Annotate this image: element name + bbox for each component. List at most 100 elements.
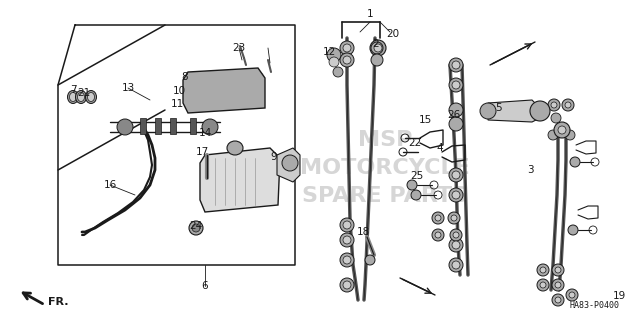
- Text: 3: 3: [527, 165, 533, 175]
- Circle shape: [548, 99, 560, 111]
- Circle shape: [202, 119, 218, 135]
- Polygon shape: [183, 68, 265, 113]
- Text: 8: 8: [182, 72, 188, 82]
- Text: 20: 20: [387, 29, 399, 39]
- Circle shape: [117, 119, 133, 135]
- Circle shape: [374, 44, 382, 52]
- Text: 5: 5: [495, 103, 501, 113]
- Circle shape: [452, 61, 460, 69]
- Circle shape: [343, 256, 351, 264]
- Bar: [170, 118, 176, 134]
- Text: 7: 7: [70, 85, 76, 95]
- Text: 13: 13: [122, 83, 134, 93]
- Circle shape: [551, 102, 557, 108]
- Circle shape: [343, 56, 351, 64]
- Text: 25: 25: [410, 171, 424, 181]
- Polygon shape: [200, 148, 280, 212]
- Circle shape: [548, 130, 558, 140]
- Text: 1: 1: [367, 9, 373, 19]
- Text: 24: 24: [189, 221, 203, 231]
- Circle shape: [449, 117, 463, 131]
- Circle shape: [449, 58, 463, 72]
- Circle shape: [540, 267, 546, 273]
- Circle shape: [343, 281, 351, 289]
- Circle shape: [540, 282, 546, 288]
- Circle shape: [371, 54, 383, 66]
- Circle shape: [370, 40, 386, 56]
- Circle shape: [371, 42, 383, 54]
- Circle shape: [340, 41, 354, 55]
- Text: 2: 2: [372, 39, 380, 49]
- Circle shape: [282, 155, 298, 171]
- Text: 26: 26: [447, 110, 461, 120]
- Text: 18: 18: [356, 227, 370, 237]
- Circle shape: [566, 289, 578, 301]
- Text: 9: 9: [271, 152, 277, 162]
- Circle shape: [452, 191, 460, 199]
- Polygon shape: [488, 100, 540, 122]
- Text: FR.: FR.: [48, 297, 68, 307]
- Circle shape: [448, 212, 460, 224]
- Circle shape: [552, 294, 564, 306]
- Circle shape: [329, 57, 339, 67]
- Bar: [155, 118, 161, 134]
- Circle shape: [452, 261, 460, 269]
- Circle shape: [432, 212, 444, 224]
- Circle shape: [555, 267, 561, 273]
- Text: 23: 23: [232, 43, 246, 53]
- Circle shape: [552, 279, 564, 291]
- Circle shape: [333, 67, 343, 77]
- Bar: [190, 118, 196, 134]
- Text: 14: 14: [198, 128, 212, 138]
- Text: 17: 17: [195, 147, 209, 157]
- Circle shape: [449, 238, 463, 252]
- Circle shape: [452, 81, 460, 89]
- Circle shape: [435, 215, 441, 221]
- Circle shape: [435, 232, 441, 238]
- Polygon shape: [277, 148, 300, 182]
- Circle shape: [343, 236, 351, 244]
- Text: 10: 10: [172, 86, 186, 96]
- Circle shape: [530, 101, 550, 121]
- Ellipse shape: [77, 93, 84, 101]
- Circle shape: [555, 282, 561, 288]
- Circle shape: [327, 48, 341, 62]
- Ellipse shape: [67, 91, 79, 103]
- Circle shape: [558, 126, 566, 134]
- Circle shape: [189, 221, 203, 235]
- Text: MOTORCYCLE: MOTORCYCLE: [300, 158, 470, 178]
- Text: SPARE PARTS: SPARE PARTS: [302, 186, 468, 206]
- Text: 12: 12: [323, 47, 335, 57]
- Text: 22: 22: [408, 138, 422, 148]
- Circle shape: [452, 241, 460, 249]
- Circle shape: [537, 264, 549, 276]
- Circle shape: [343, 44, 351, 52]
- Circle shape: [568, 225, 578, 235]
- Circle shape: [569, 292, 575, 298]
- Ellipse shape: [88, 93, 95, 101]
- Text: HA83-P0400: HA83-P0400: [570, 301, 620, 310]
- Circle shape: [554, 122, 570, 138]
- Circle shape: [449, 188, 463, 202]
- Circle shape: [551, 113, 561, 123]
- Circle shape: [451, 215, 457, 221]
- Circle shape: [449, 168, 463, 182]
- Circle shape: [565, 130, 575, 140]
- Circle shape: [552, 264, 564, 276]
- Circle shape: [449, 103, 463, 117]
- Circle shape: [452, 171, 460, 179]
- Circle shape: [450, 229, 462, 241]
- Text: 15: 15: [419, 115, 431, 125]
- Ellipse shape: [227, 141, 243, 155]
- Ellipse shape: [86, 91, 97, 103]
- Circle shape: [340, 278, 354, 292]
- Text: 11: 11: [170, 99, 184, 109]
- Circle shape: [432, 229, 444, 241]
- Circle shape: [343, 221, 351, 229]
- Circle shape: [340, 253, 354, 267]
- Circle shape: [192, 224, 200, 232]
- Circle shape: [453, 232, 459, 238]
- Text: 16: 16: [104, 180, 116, 190]
- Circle shape: [565, 102, 571, 108]
- Circle shape: [537, 279, 549, 291]
